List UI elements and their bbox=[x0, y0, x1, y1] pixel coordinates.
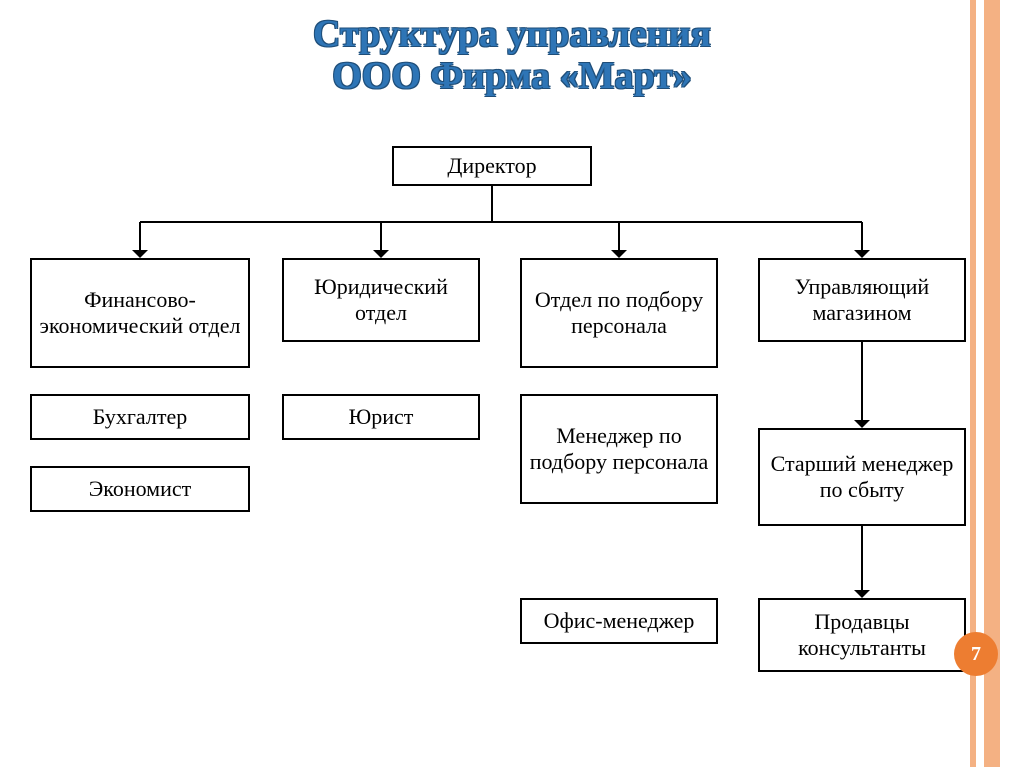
org-node-storemgr: Управляющий магазином bbox=[758, 258, 966, 342]
title-line2: ООО Фирма «Март» bbox=[0, 56, 1024, 98]
org-node-hr: Отдел по подбору персонала bbox=[520, 258, 718, 368]
org-node-seniorsales: Старший менеджер по сбыту bbox=[758, 428, 966, 526]
org-node-director: Директор bbox=[392, 146, 592, 186]
org-node-accountant: Бухгалтер bbox=[30, 394, 250, 440]
page-number-badge: 7 bbox=[954, 632, 998, 676]
slide: Структура управления ООО Фирма «Март» Ди… bbox=[0, 0, 1024, 767]
org-node-legal: Юридический отдел bbox=[282, 258, 480, 342]
org-node-economist: Экономист bbox=[30, 466, 250, 512]
org-node-lawyer: Юрист bbox=[282, 394, 480, 440]
org-node-officemgr: Офис-менеджер bbox=[520, 598, 718, 644]
org-node-fin: Финансово-экономический отдел bbox=[30, 258, 250, 368]
page-number: 7 bbox=[971, 643, 981, 666]
slide-title: Структура управления ООО Фирма «Март» bbox=[0, 14, 1024, 98]
title-line1: Структура управления bbox=[0, 14, 1024, 56]
org-node-hrmgr: Менеджер по подбору персонала bbox=[520, 394, 718, 504]
org-node-sellers: Продавцы консультанты bbox=[758, 598, 966, 672]
